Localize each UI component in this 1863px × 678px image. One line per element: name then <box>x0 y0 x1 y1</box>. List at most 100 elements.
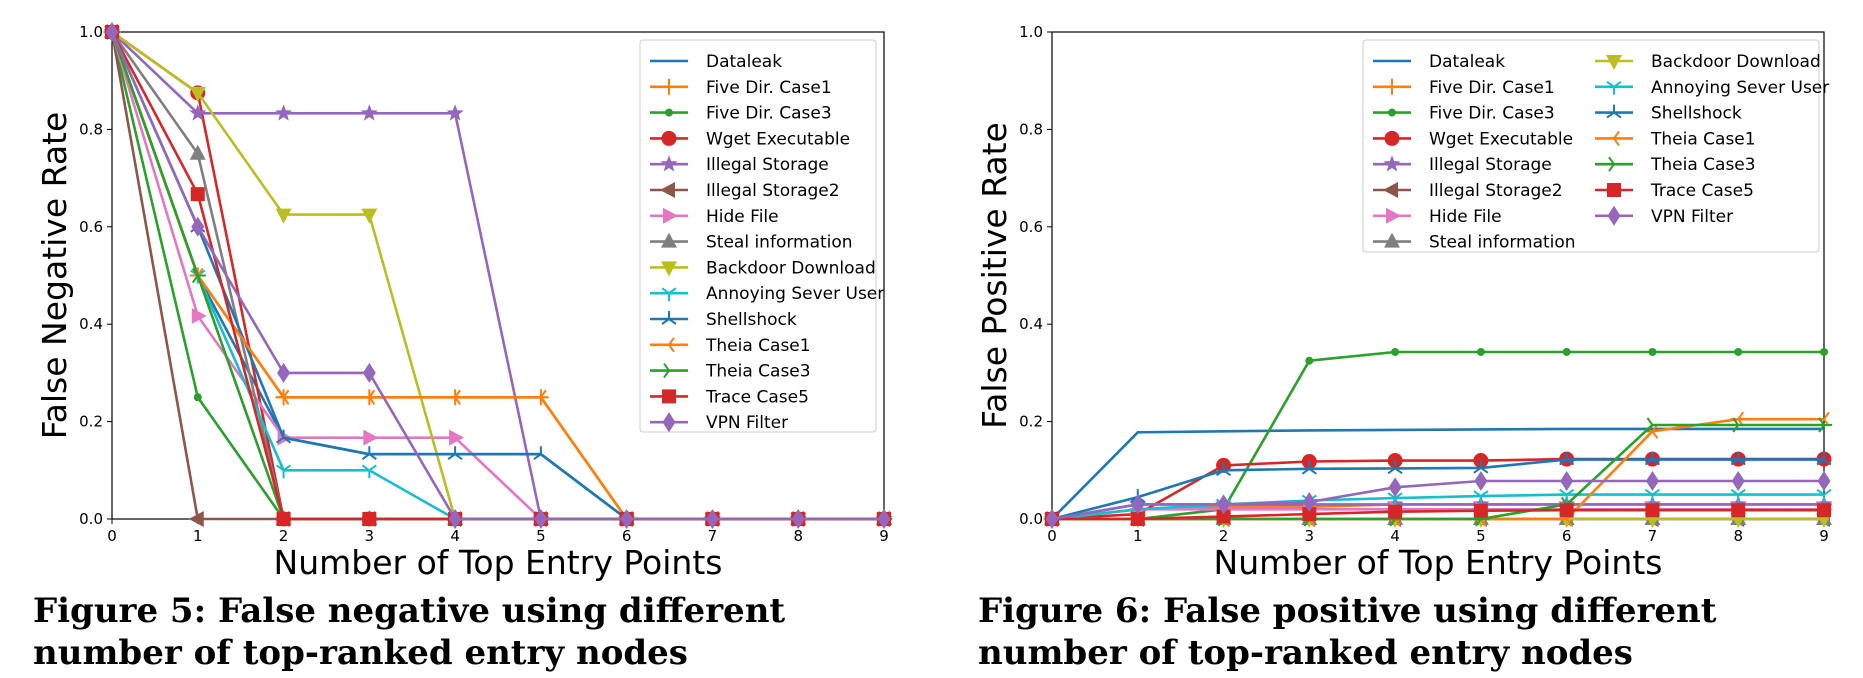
fig6-series-14 <box>1045 471 1831 529</box>
fig6-data-point <box>1648 347 1657 356</box>
fig5-data-point <box>275 104 293 121</box>
fig6-data-point <box>1817 471 1831 492</box>
fig6-legend-marker <box>1386 207 1401 224</box>
fig5-y-axis-label: False Negative Rate <box>35 112 74 440</box>
fig5-series-group <box>103 22 893 529</box>
fig5-y-tick-label: 0.8 <box>79 120 103 138</box>
fig6-x-tick-label: 3 <box>1305 527 1315 545</box>
fig5-data-point <box>188 511 204 527</box>
fig6-data-point <box>1645 503 1660 518</box>
fig6-data-point <box>1474 471 1488 492</box>
fig5-legend-marker <box>663 207 678 224</box>
fig6-data-point <box>1559 488 1575 503</box>
fig6-series-line <box>1052 508 1824 521</box>
fig5-data-point <box>191 267 206 284</box>
fig5-legend-label: Trace Case5 <box>705 387 809 407</box>
fig5-legend-marker <box>661 311 677 325</box>
fig6-legend-marker <box>1388 108 1396 117</box>
fig5-data-point <box>189 104 207 121</box>
fig6-legend-label: Dataleak <box>1429 52 1505 72</box>
fig5-data-point <box>191 307 207 324</box>
fig6-y-tick-label: 1.0 <box>1019 23 1043 41</box>
fig6-legend-label: Wget Executable <box>1429 129 1573 149</box>
fig6-series-13 <box>1045 503 1831 526</box>
fig6-legend-label: Five Dir. Case1 <box>1429 78 1555 98</box>
fig6-x-tick-label: 2 <box>1219 527 1229 545</box>
fig6-legend-marker <box>1606 55 1622 70</box>
fig5-x-tick-label: 8 <box>793 527 803 545</box>
fig5-legend-marker <box>665 108 673 117</box>
fig5-data-point <box>705 509 719 529</box>
fig6-data-point <box>1216 509 1231 524</box>
fig6-legend-box <box>1362 39 1820 253</box>
fig5-x-tick-label: 9 <box>879 527 889 545</box>
fig5-legend-label: Annoying Sever User <box>706 284 884 304</box>
fig5-x-tick-label: 4 <box>450 527 460 545</box>
fig5-legend-label: Five Dir. Case1 <box>706 78 832 98</box>
fig6-data-point <box>1646 417 1661 433</box>
fig6-legend: Dataleak Five Dir. Case1 Five Dir. Case3 Wg… <box>1362 39 1829 253</box>
fig5-data-point <box>877 509 891 529</box>
fig5-data-point <box>277 362 291 383</box>
fig6-data-point <box>1562 347 1571 356</box>
fig5-data-point <box>363 429 379 446</box>
fig5-data-point <box>361 208 378 224</box>
fig5-x-tick-label: 2 <box>279 527 289 545</box>
fig5-legend-marker <box>662 412 676 433</box>
fig5-legend-label: VPN Filter <box>706 413 788 433</box>
fig5-legend-label: Theia Case3 <box>705 362 811 382</box>
fig6-legend-label: Trace Case5 <box>1650 181 1754 201</box>
fig6-series-line <box>1051 458 1824 521</box>
fig5-data-point <box>361 389 376 405</box>
fig5-data-point <box>534 509 548 529</box>
fig6-legend-marker <box>1383 155 1401 172</box>
fig5-data-point <box>533 446 549 461</box>
fig6-data-point <box>1732 417 1747 433</box>
fig6-legend-marker <box>1608 156 1622 172</box>
figure-6-chart: 0 1 2 3 4 5 6 7 8 9 0.0 0.2 0.4 0.6 0.8 1.0 Number of To… <box>975 23 1833 582</box>
fig6-y-tick-label: 0.4 <box>1019 315 1043 333</box>
fig6-legend-marker <box>1606 104 1622 119</box>
fig5-data-point <box>620 509 634 529</box>
fig6-x-tick-label: 1 <box>1133 527 1143 545</box>
fig5-legend-marker <box>661 261 677 277</box>
fig6-x-tick-label: 8 <box>1733 527 1743 545</box>
fig6-data-point <box>1816 488 1832 503</box>
fig5-y-tick-label: 0.2 <box>79 413 103 431</box>
fig5-x-tick-label: 7 <box>708 527 718 545</box>
fig5-data-point <box>275 208 292 224</box>
fig6-legend-label: Theia Case3 <box>1650 155 1756 175</box>
fig5-x-tick-label: 6 <box>622 527 632 545</box>
fig5-legend-marker <box>661 337 675 353</box>
fig5-legend-box <box>639 39 877 433</box>
fig5-data-point <box>275 389 290 405</box>
fig6-data-point <box>1559 451 1575 466</box>
fig6-data-point <box>1217 494 1231 515</box>
fig6-data-point <box>1818 417 1832 433</box>
fig5-data-point <box>275 464 292 479</box>
fig5-legend-label: Hide File <box>706 207 779 227</box>
fig6-data-point <box>1730 451 1746 466</box>
fig6-series-line <box>1051 479 1824 521</box>
fig6-series-10 <box>1044 451 1832 525</box>
fig5-x-tick-label: 0 <box>107 527 117 545</box>
fig6-legend-label: Annoying Sever User <box>1651 78 1829 98</box>
fig5-data-point <box>791 509 805 529</box>
fig6-x-tick-label: 7 <box>1648 527 1658 545</box>
fig6-data-point <box>1644 451 1661 466</box>
fig5-y-tick-label: 0.4 <box>79 315 103 333</box>
fig6-data-point <box>1730 488 1746 503</box>
fig6-series-group <box>1043 347 1833 529</box>
fig6-legend-marker <box>1607 183 1621 197</box>
fig5-data-point <box>276 512 291 526</box>
fig6-legend-marker <box>1383 182 1398 198</box>
fig6-data-point <box>1559 503 1574 518</box>
fig5-legend-marker <box>661 287 677 302</box>
fig5-legend-marker <box>661 130 677 146</box>
fig5-data-point <box>190 187 205 202</box>
fig6-data-point <box>1731 503 1746 518</box>
fig6-data-point <box>1391 347 1400 356</box>
fig5-x-tick-label: 3 <box>365 527 375 545</box>
fig6-data-point <box>1734 347 1743 356</box>
fig6-data-point <box>1388 504 1403 519</box>
